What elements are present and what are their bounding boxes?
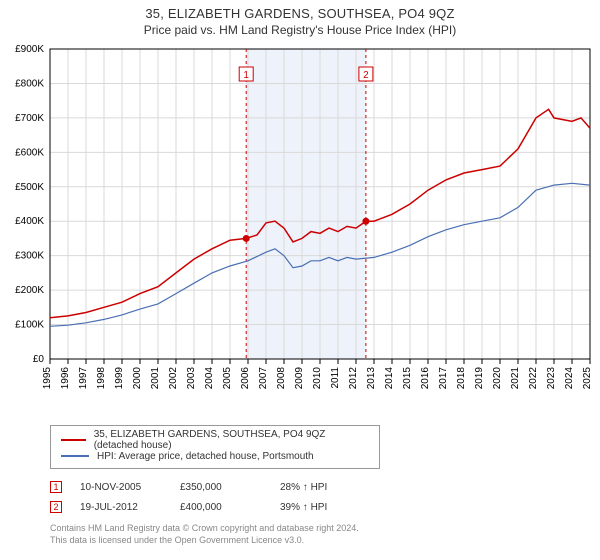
event-delta: 39% ↑ HPI [280,502,327,513]
x-tick-label: 2021 [510,367,521,390]
events-table: 1 10-NOV-2005 £350,000 28% ↑ HPI 2 19-JU… [50,477,600,517]
x-tick-label: 2024 [564,367,575,390]
x-tick-label: 1998 [96,367,107,390]
event-price: £350,000 [180,482,280,493]
y-tick-label: £0 [33,354,45,365]
legend-label: HPI: Average price, detached house, Port… [97,451,314,462]
x-tick-label: 2000 [132,367,143,390]
x-tick-label: 2014 [384,367,395,390]
x-tick-label: 2018 [456,367,467,390]
title-block: 35, ELIZABETH GARDENS, SOUTHSEA, PO4 9QZ… [0,0,600,39]
x-tick-label: 2003 [186,367,197,390]
y-tick-label: £400K [15,216,44,227]
x-tick-label: 2001 [150,367,161,390]
event-price: £400,000 [180,502,280,513]
y-tick-label: £100K [15,320,44,331]
y-tick-label: £900K [15,44,44,55]
x-tick-label: 2015 [402,367,413,390]
title-sub: Price paid vs. HM Land Registry's House … [0,23,600,37]
x-tick-label: 2005 [222,367,233,390]
x-tick-label: 2019 [474,367,485,390]
y-tick-label: £700K [15,113,44,124]
x-tick-label: 1997 [78,367,89,390]
license-line: This data is licensed under the Open Gov… [50,535,600,547]
x-tick-label: 2017 [438,367,449,390]
x-tick-label: 1995 [42,367,53,390]
y-tick-label: £300K [15,251,44,262]
x-tick-label: 2011 [330,367,341,389]
legend-row: 35, ELIZABETH GARDENS, SOUTHSEA, PO4 9QZ… [61,432,369,448]
y-tick-label: £500K [15,182,44,193]
event-marker: 2 [50,501,62,513]
x-tick-label: 2023 [546,367,557,390]
x-tick-label: 2002 [168,367,179,390]
event-marker: 1 [50,481,62,493]
x-tick-label: 2007 [258,367,269,390]
x-tick-label: 2025 [582,367,593,390]
x-tick-label: 2020 [492,367,503,390]
x-tick-label: 2016 [420,367,431,390]
license: Contains HM Land Registry data © Crown c… [50,523,600,546]
x-tick-label: 2010 [312,367,323,390]
x-tick-label: 1999 [114,367,125,390]
y-tick-label: £800K [15,78,44,89]
legend-swatch [61,455,89,457]
x-tick-label: 2013 [366,367,377,390]
event-line-label: 2 [363,70,369,81]
legend-label: 35, ELIZABETH GARDENS, SOUTHSEA, PO4 9QZ… [94,429,369,451]
x-tick-label: 2012 [348,367,359,390]
event-date: 19-JUL-2012 [80,502,180,513]
event-row: 2 19-JUL-2012 £400,000 39% ↑ HPI [50,497,600,517]
event-delta: 28% ↑ HPI [280,482,327,493]
legend: 35, ELIZABETH GARDENS, SOUTHSEA, PO4 9QZ… [50,425,380,469]
x-tick-label: 2009 [294,367,305,390]
series-marker [362,218,369,225]
legend-swatch [61,439,86,441]
x-tick-label: 1996 [60,367,71,390]
y-tick-label: £200K [15,285,44,296]
series-marker [243,235,250,242]
event-row: 1 10-NOV-2005 £350,000 28% ↑ HPI [50,477,600,497]
x-tick-label: 2004 [204,367,215,390]
license-line: Contains HM Land Registry data © Crown c… [50,523,600,535]
x-tick-label: 2022 [528,367,539,390]
y-tick-label: £600K [15,147,44,158]
x-tick-label: 2006 [240,367,251,390]
title-main: 35, ELIZABETH GARDENS, SOUTHSEA, PO4 9QZ [0,6,600,21]
chart-svg: £0 £100K £200K £300K £400K £500K £600K £700K £80… [0,39,600,419]
chart: £0 £100K £200K £300K £400K £500K £600K £700K £80… [0,39,600,419]
event-date: 10-NOV-2005 [80,482,180,493]
event-line-label: 1 [243,70,249,81]
x-tick-label: 2008 [276,367,287,390]
